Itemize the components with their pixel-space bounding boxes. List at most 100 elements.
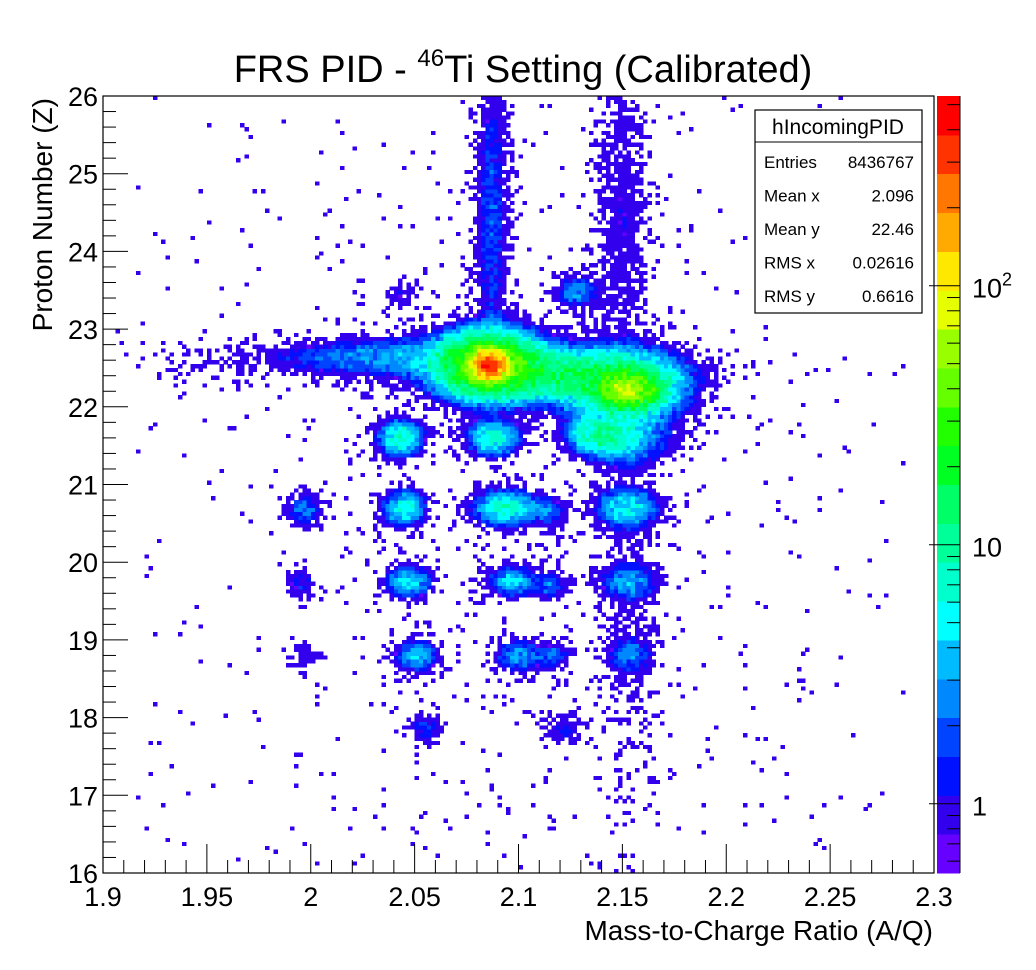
heatmap-cell <box>314 367 320 373</box>
heatmap-cell <box>302 344 307 349</box>
heatmap-cell <box>514 399 519 404</box>
heatmap-cell <box>564 301 569 307</box>
heatmap-cell <box>518 434 523 439</box>
heatmap-cell <box>173 383 179 388</box>
heatmap-cell <box>435 725 440 730</box>
heatmap-cell <box>555 348 561 353</box>
heatmap-cell <box>551 577 557 582</box>
heatmap-cell <box>485 651 490 656</box>
heatmap-cell <box>431 375 436 380</box>
heatmap-cell <box>398 364 403 369</box>
heatmap-cell <box>393 437 399 443</box>
heatmap-cell <box>389 352 395 357</box>
heatmap-cell <box>522 527 528 532</box>
heatmap-cell <box>406 445 411 450</box>
heatmap-cell <box>535 375 540 380</box>
heatmap-cell <box>543 558 548 563</box>
heatmap-cell <box>327 371 332 376</box>
heatmap-cell <box>593 616 598 621</box>
heatmap-cell <box>447 329 453 334</box>
heatmap-cell <box>219 387 224 392</box>
heatmap-cell <box>231 426 237 431</box>
heatmap-cell <box>435 367 440 373</box>
heatmap-cell <box>526 593 532 598</box>
heatmap-cell <box>601 173 607 178</box>
heatmap-cell <box>609 220 615 225</box>
heatmap-cell <box>497 305 503 310</box>
heatmap-cell <box>418 632 424 637</box>
heatmap-cell <box>576 352 582 357</box>
heatmap-cell <box>339 131 345 136</box>
heatmap-cell <box>531 570 536 575</box>
heatmap-cell <box>398 453 403 458</box>
heatmap-cell <box>605 628 611 633</box>
heatmap-cell <box>385 461 390 466</box>
heatmap-cell <box>585 340 590 345</box>
heatmap-cell <box>501 274 507 279</box>
heatmap-cell <box>580 294 586 299</box>
heatmap-cell <box>285 581 291 586</box>
heatmap-cell <box>572 426 577 431</box>
heatmap-cell <box>555 503 561 509</box>
heatmap-cell <box>406 422 411 427</box>
heatmap-cell <box>497 395 503 400</box>
heatmap-cell <box>489 325 494 330</box>
heatmap-cell <box>543 585 548 590</box>
heatmap-cell <box>497 235 503 241</box>
heatmap-cell <box>481 251 486 256</box>
heatmap-cell <box>418 713 424 718</box>
heatmap-cell <box>501 500 507 505</box>
heatmap-cell <box>568 651 573 656</box>
heatmap-cell <box>202 360 208 365</box>
heatmap-cell <box>555 356 561 361</box>
heatmap-cell <box>589 434 594 439</box>
heatmap-cell <box>497 251 503 256</box>
heatmap-cell <box>211 375 216 380</box>
heatmap-cell <box>531 515 536 520</box>
heatmap-cell <box>418 336 424 342</box>
heatmap-cell <box>605 325 611 330</box>
heatmap-cell <box>489 573 494 579</box>
heatmap-cell <box>605 480 611 485</box>
heatmap-cell <box>555 659 561 664</box>
heatmap-cell <box>368 492 374 497</box>
heatmap-cell <box>609 399 615 404</box>
heatmap-cell <box>298 457 303 462</box>
heatmap-cell <box>485 523 490 528</box>
heatmap-cell <box>572 298 577 303</box>
heatmap-cell <box>560 426 565 431</box>
heatmap-cell <box>418 430 424 435</box>
heatmap-cell <box>177 364 183 369</box>
heatmap-cell <box>256 647 262 652</box>
heatmap-cell <box>464 507 469 512</box>
heatmap-cell <box>373 570 378 575</box>
heatmap-cell <box>339 224 345 229</box>
heatmap-cell <box>564 352 569 357</box>
heatmap-cell <box>427 340 432 345</box>
heatmap-cell <box>572 430 577 435</box>
heatmap-cell <box>452 379 457 384</box>
heatmap-cell <box>535 336 540 342</box>
heatmap-cell <box>115 329 120 334</box>
heatmap-cell <box>526 515 532 520</box>
heatmap-cell <box>385 589 390 594</box>
heatmap-cell <box>601 414 607 419</box>
heatmap-cell <box>277 364 282 369</box>
heatmap-cell <box>497 325 503 330</box>
heatmap-cell <box>506 566 511 571</box>
heatmap-cell <box>468 519 474 524</box>
heatmap-cell <box>601 383 607 388</box>
heatmap-cell <box>381 577 386 582</box>
heatmap-cell <box>485 383 490 388</box>
heatmap-cell <box>493 391 499 396</box>
heatmap-cell <box>285 496 291 501</box>
heatmap-cell <box>543 430 548 435</box>
heatmap-cell <box>564 402 569 408</box>
title-superscript: 46 <box>417 45 444 72</box>
heatmap-cell <box>472 418 478 423</box>
heatmap-cell <box>506 344 511 349</box>
heatmap-cell <box>576 453 582 458</box>
heatmap-cell <box>385 570 390 575</box>
heatmap-cell <box>468 441 474 446</box>
heatmap-cell <box>398 573 403 579</box>
